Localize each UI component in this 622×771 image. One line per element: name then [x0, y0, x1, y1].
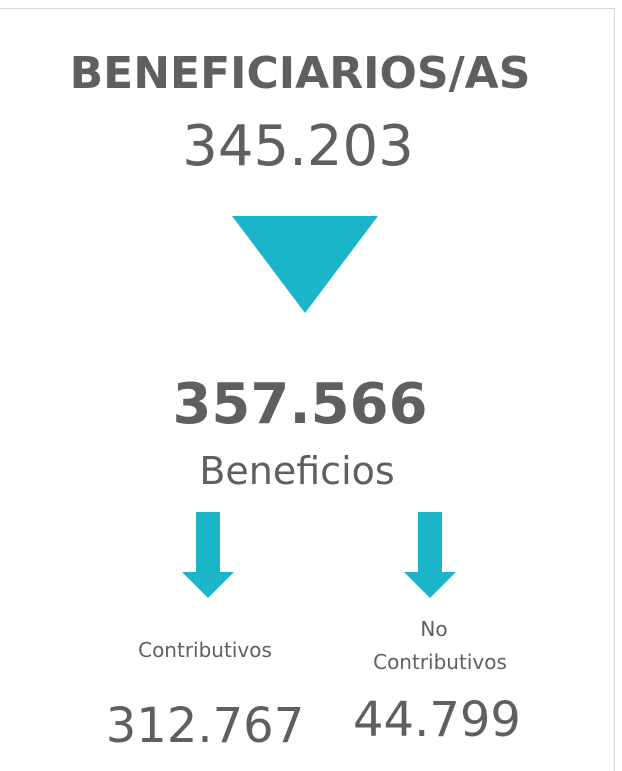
- arrow-left: [182, 512, 234, 598]
- total: 345.203: [182, 114, 414, 179]
- no-contributivos-value: 44.799: [353, 692, 521, 748]
- no-contributivos-label: No: [420, 617, 447, 641]
- contributivos-label: Contributivos: [138, 638, 272, 662]
- benefits-value: 357.566: [172, 372, 427, 437]
- arrow-right: [404, 512, 456, 598]
- benefits-label: Beneficios: [199, 449, 394, 493]
- contributivos-value: 312.767: [106, 698, 305, 754]
- title: BENEFICIARIOS/AS: [70, 48, 531, 99]
- no-contributivos-label: Contributivos: [373, 650, 507, 674]
- down-triangle: [232, 216, 378, 313]
